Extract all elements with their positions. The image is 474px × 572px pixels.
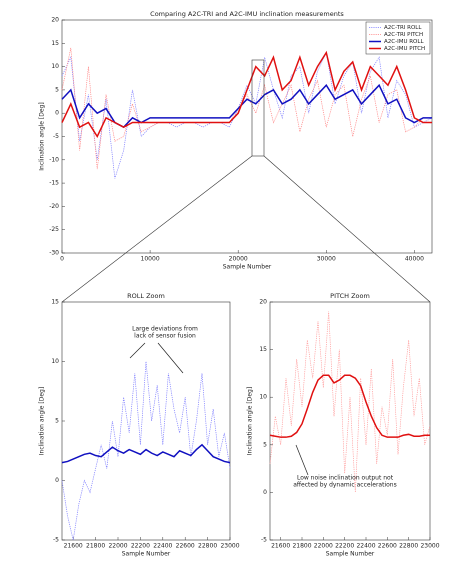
zoom-connector — [61, 155, 253, 303]
series-line — [61, 50, 432, 139]
y-tick-label: -5 — [261, 537, 267, 544]
x-tick-label: 23000 — [420, 543, 439, 550]
annotation: Large deviations from — [132, 326, 198, 333]
x-tick-label: 22400 — [153, 543, 172, 550]
y-tick-label: -25 — [49, 226, 59, 233]
x-tick-label: 40000 — [405, 256, 424, 263]
annotation-arrow — [157, 342, 184, 374]
series-line — [61, 361, 231, 541]
y-tick-label: 5 — [55, 418, 59, 425]
zoom-connector — [263, 155, 431, 303]
y-tick-label: 15 — [259, 346, 267, 353]
x-tick-label: 0 — [60, 256, 64, 263]
plot-area — [269, 301, 431, 541]
plot-area — [61, 19, 433, 254]
x-tick-label: 22800 — [198, 543, 217, 550]
x-tick-label: 30000 — [317, 256, 336, 263]
x-tick-label: 21800 — [292, 543, 311, 550]
y-tick-label: -5 — [53, 537, 59, 544]
x-tick-label: 23000 — [220, 543, 239, 550]
y-axis-label: Inclination angle [Deg] — [247, 387, 254, 455]
series-line — [269, 311, 431, 493]
x-axis-label: Sample Number — [326, 551, 375, 558]
zoom-box — [251, 59, 265, 157]
x-tick-label: 22800 — [399, 543, 418, 550]
y-tick-label: 15 — [51, 299, 59, 306]
legend-label: A2C-TRI ROLL — [384, 25, 422, 31]
y-tick-label: -10 — [49, 156, 59, 163]
x-axis-label: Sample Number — [223, 264, 272, 271]
y-tick-label: -5 — [53, 133, 59, 140]
x-tick-label: 22200 — [335, 543, 354, 550]
legend-label: A2C-IMU PITCH — [384, 46, 425, 52]
y-axis-label: Inclination angle [Deg] — [39, 102, 46, 170]
x-tick-label: 21800 — [86, 543, 105, 550]
legend-label: A2C-TRI PITCH — [384, 32, 423, 38]
annotation: Low noise inclination output not — [297, 475, 394, 482]
annotation: lack of sensor fusion — [134, 333, 196, 340]
series-line — [269, 374, 430, 438]
y-tick-label: 10 — [51, 63, 59, 70]
annotation-arrow — [129, 342, 146, 359]
x-tick-label: 22400 — [356, 543, 375, 550]
y-tick-label: -30 — [49, 250, 59, 257]
y-tick-label: -15 — [49, 180, 59, 187]
y-tick-label: 5 — [263, 441, 267, 448]
y-tick-label: 0 — [55, 110, 59, 117]
chart-title: Comparing A2C-TRI and A2C-IMU inclinatio… — [150, 10, 344, 18]
x-axis-label: Sample Number — [122, 551, 171, 558]
y-tick-label: 0 — [263, 489, 267, 496]
y-tick-label: 10 — [259, 394, 267, 401]
x-tick-label: 10000 — [141, 256, 160, 263]
y-tick-label: 5 — [55, 86, 59, 93]
x-tick-label: 22600 — [378, 543, 397, 550]
y-tick-label: 0 — [55, 477, 59, 484]
x-tick-label: 22600 — [176, 543, 195, 550]
x-tick-label: 22200 — [131, 543, 150, 550]
annotation: affected by dynamic accelerations — [293, 482, 396, 489]
zoom-guides — [61, 59, 431, 303]
legend-label: A2C-IMU ROLL — [384, 39, 424, 45]
x-tick-label: 20000 — [229, 256, 248, 263]
y-tick-label: 20 — [51, 17, 59, 24]
y-tick-label: 15 — [51, 40, 59, 47]
y-tick-label: 20 — [259, 299, 267, 306]
x-tick-label: 22000 — [314, 543, 333, 550]
series-line — [61, 443, 231, 464]
x-tick-label: 21600 — [271, 543, 290, 550]
y-axis-label: Inclination angle [Deg] — [39, 387, 46, 455]
y-tick-label: 10 — [51, 358, 59, 365]
chart-title: PITCH Zoom — [330, 292, 370, 300]
series-line — [61, 47, 432, 170]
x-tick-label: 22000 — [108, 543, 127, 550]
plot-area — [61, 301, 231, 541]
x-tick-label: 21600 — [64, 543, 83, 550]
chart-title: ROLL Zoom — [127, 292, 165, 300]
annotation-arrow — [295, 444, 309, 476]
y-tick-label: -20 — [49, 203, 59, 210]
